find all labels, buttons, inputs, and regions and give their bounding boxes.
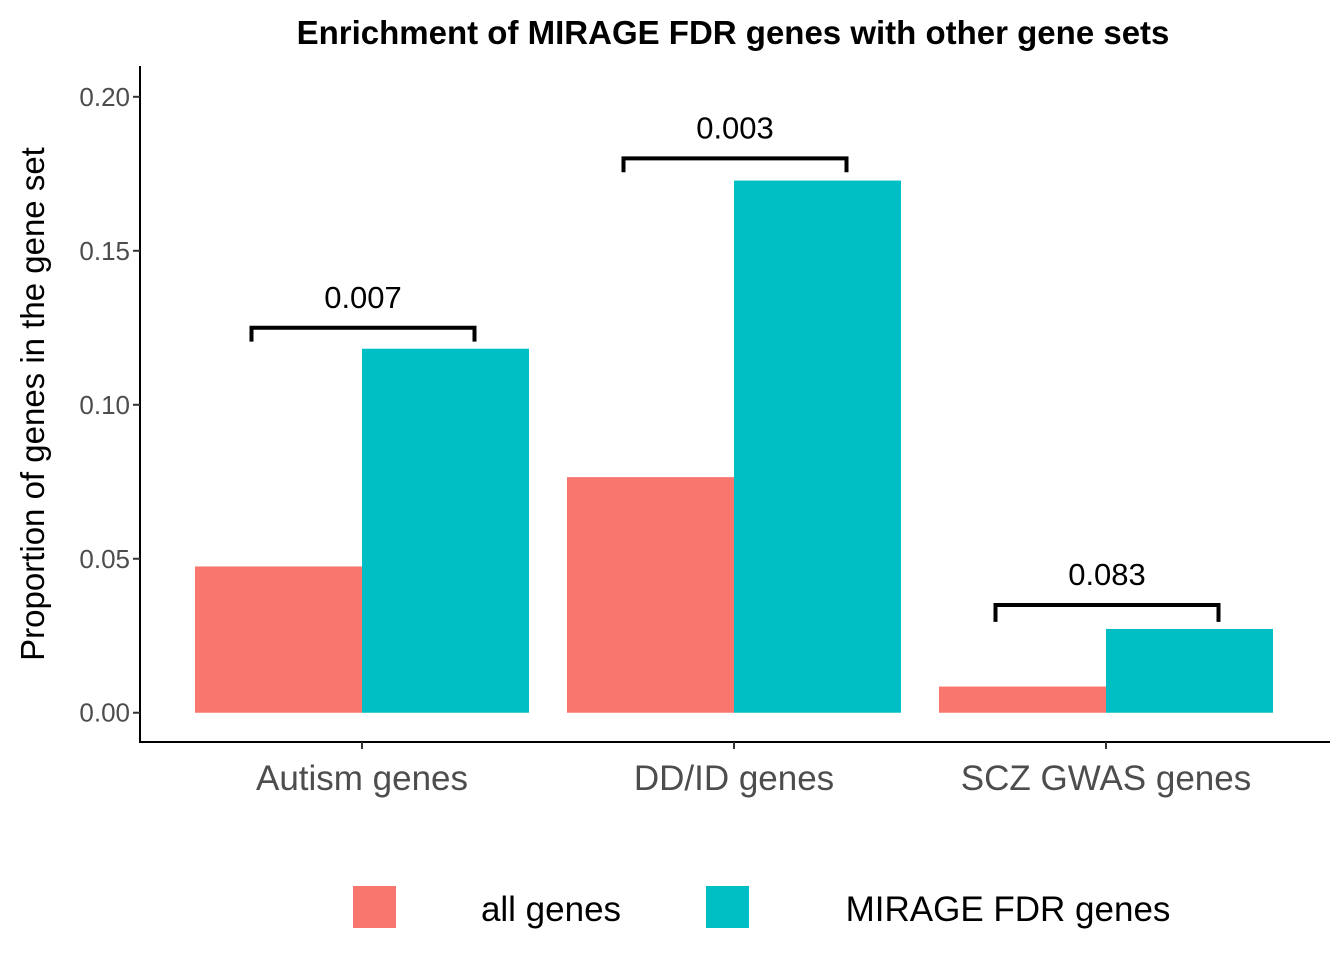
x-tick-label: DD/ID genes <box>634 759 834 798</box>
y-tick-label: 0.00 <box>79 698 130 728</box>
x-tick-label: Autism genes <box>256 759 468 798</box>
y-tick-label: 0.20 <box>79 82 130 112</box>
bar-all-genes-1 <box>567 477 734 713</box>
legend-swatch-all-genes <box>353 886 396 928</box>
p-value-label: 0.083 <box>1068 557 1146 592</box>
p-value-label: 0.003 <box>696 110 774 145</box>
bar-all-genes-2 <box>939 686 1106 713</box>
bar-mirage-fdr-genes-0 <box>362 348 529 713</box>
y-axis-title: Proportion of genes in the gene set <box>14 147 51 661</box>
bar-mirage-fdr-genes-2 <box>1106 628 1273 713</box>
significance-bracket <box>621 156 849 173</box>
bar-mirage-fdr-genes-1 <box>734 180 901 713</box>
legend: all genes MIRAGE FDR genes <box>353 886 1170 929</box>
legend-swatch-mirage-fdr-genes <box>706 886 749 928</box>
significance-bracket <box>249 325 477 342</box>
bar-all-genes-0 <box>195 566 362 713</box>
legend-label-mirage-fdr-genes: MIRAGE FDR genes <box>846 890 1171 929</box>
x-tick-label: SCZ GWAS genes <box>961 759 1251 798</box>
y-tick-label: 0.15 <box>79 236 130 266</box>
y-tick-label: 0.05 <box>79 544 130 574</box>
legend-label-all-genes: all genes <box>481 890 621 929</box>
chart-title: Enrichment of MIRAGE FDR genes with othe… <box>297 14 1170 51</box>
y-tick-label: 0.10 <box>79 390 130 420</box>
significance-bracket <box>993 602 1221 622</box>
plot-area: 0.00 0.05 0.10 0.15 0.20 Autism genes DD/ID ge… <box>79 66 1330 798</box>
p-value-label: 0.007 <box>324 280 402 315</box>
